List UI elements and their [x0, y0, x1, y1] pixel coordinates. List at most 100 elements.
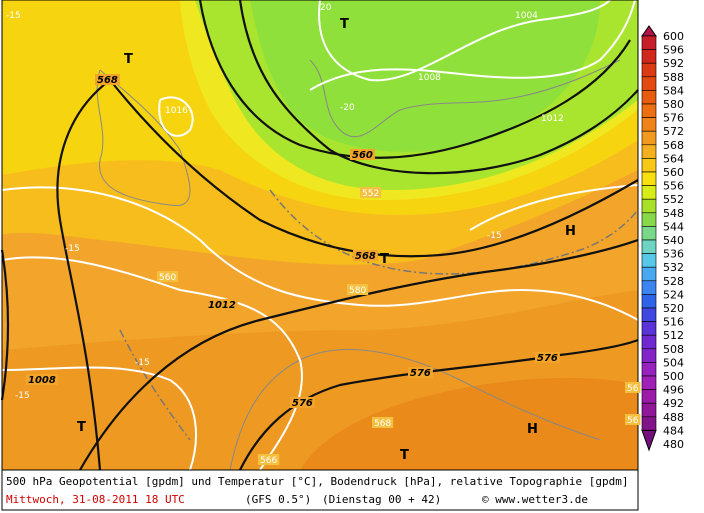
coastlines: [96, 59, 621, 471]
contour-label: -20: [340, 103, 355, 113]
label-bg: [625, 382, 641, 393]
label-bg: [26, 374, 58, 385]
colorbar-label: 552: [663, 193, 684, 206]
contour-label: 568: [355, 251, 376, 262]
contour-label: -15: [487, 231, 502, 241]
colorbar-swatch: [641, 212, 657, 227]
label-bg: [350, 149, 375, 160]
colorbar-swatch: [641, 348, 657, 363]
colorbar-label: 488: [663, 411, 684, 424]
colorbar-swatch: [641, 375, 657, 390]
colorbar-label: 480: [663, 438, 684, 451]
colorbar-swatch: [641, 334, 657, 350]
colorbar-swatch: [641, 266, 657, 282]
label-bg: [625, 414, 641, 425]
contour: [56, 79, 111, 471]
colorbar-label: 556: [663, 180, 684, 193]
contour-label: -15: [15, 391, 30, 401]
contour-label: -15: [65, 244, 80, 254]
contour-label: 580: [349, 286, 366, 296]
contour-label: 56: [627, 384, 639, 394]
contour-label: 568: [374, 419, 391, 429]
label-bg: [258, 454, 280, 465]
isobar: [158, 96, 194, 137]
colorbar-swatch: [641, 402, 657, 418]
colorbar-swatch: [641, 253, 657, 268]
colorbar-label: 560: [663, 166, 684, 179]
isobar: [1, 186, 639, 321]
map-labels: -15 20 T 1004 568 T 1008 -20 1016 1012 560 552 568 T -…: [6, 3, 641, 466]
contour-label: -15: [6, 11, 21, 21]
footer-run: (Dienstag 00 + 42): [322, 493, 441, 506]
colorbar-swatch: [641, 144, 657, 159]
contour: [198, 0, 631, 159]
label-bg: [353, 250, 378, 261]
colorbar-label: 580: [663, 98, 684, 111]
colorbar-label: 492: [663, 397, 684, 410]
contour: [109, 79, 639, 258]
colorbar-swatch: [641, 49, 657, 64]
footer-model: (GFS 0.5°): [245, 493, 311, 506]
colorbar-swatch: [641, 158, 657, 173]
pressure-center: H: [565, 224, 576, 239]
colorbar-label: 528: [663, 275, 684, 288]
contour-label: 1012: [208, 300, 236, 311]
colorbar-swatch: [641, 90, 657, 105]
colorbar-label: 544: [663, 220, 684, 233]
colorbar-swatch: [641, 239, 657, 254]
colorbar-label: 596: [663, 44, 684, 57]
colorbar-swatch: [641, 280, 657, 295]
contour: [79, 238, 639, 471]
colorbar-label: 484: [663, 424, 684, 437]
coast: [309, 59, 621, 138]
contour: [238, 0, 639, 175]
contour: [0, 249, 10, 401]
colorbar-swatch: [641, 103, 657, 118]
colorbar-label: 564: [663, 152, 684, 165]
footer-date: Mittwoch, 31-08-2011 18 UTC: [6, 493, 185, 506]
coast: [229, 349, 601, 471]
colorbar-label: 500: [663, 370, 684, 383]
colorbar-label: 532: [663, 261, 684, 274]
colorbar-swatch: [641, 62, 657, 78]
pressure-center: T: [340, 17, 349, 32]
colorbar-label: 572: [663, 125, 684, 138]
borders: [119, 189, 639, 441]
isobars: [1, 0, 639, 471]
colorbar-swatch: [641, 307, 657, 322]
colorbar-swatch: [641, 35, 657, 50]
colorbar-label: 516: [663, 316, 684, 329]
contour-label: 576: [410, 368, 431, 379]
contour-label: -15: [135, 358, 150, 368]
pressure-center: T: [77, 420, 86, 435]
colorbar-label: 508: [663, 343, 684, 356]
pressure-center: T: [400, 448, 409, 463]
colorbar-label: 540: [663, 234, 684, 247]
label-bg: [95, 74, 120, 85]
contour-label: 576: [292, 398, 313, 409]
coast: [96, 69, 191, 206]
colorbar-swatch: [641, 362, 657, 377]
colorbar-label: 524: [663, 288, 684, 301]
contour-label: 1016: [165, 106, 188, 116]
colorbar: 6005965925885845805765725685645605565525…: [641, 25, 684, 452]
contour-label: 566: [260, 456, 277, 466]
geopotential-contours: [0, 0, 639, 471]
colorbar-label: 548: [663, 207, 684, 220]
label-bg: [290, 397, 315, 408]
border: [119, 329, 191, 441]
border: [269, 189, 639, 275]
contour-label: 1008: [418, 73, 441, 83]
colorbar-label: 512: [663, 329, 684, 342]
colorbar-label: 496: [663, 384, 684, 397]
label-bg: [535, 352, 560, 363]
isobar: [309, 0, 636, 91]
footer-box: [1, 469, 639, 511]
isobar: [469, 184, 639, 231]
colorbar-swatch: [641, 226, 657, 241]
label-bg: [372, 417, 394, 428]
colorbar-swatch: [641, 185, 657, 200]
label-bg: [206, 299, 238, 310]
colorbar-label: 504: [663, 356, 684, 369]
